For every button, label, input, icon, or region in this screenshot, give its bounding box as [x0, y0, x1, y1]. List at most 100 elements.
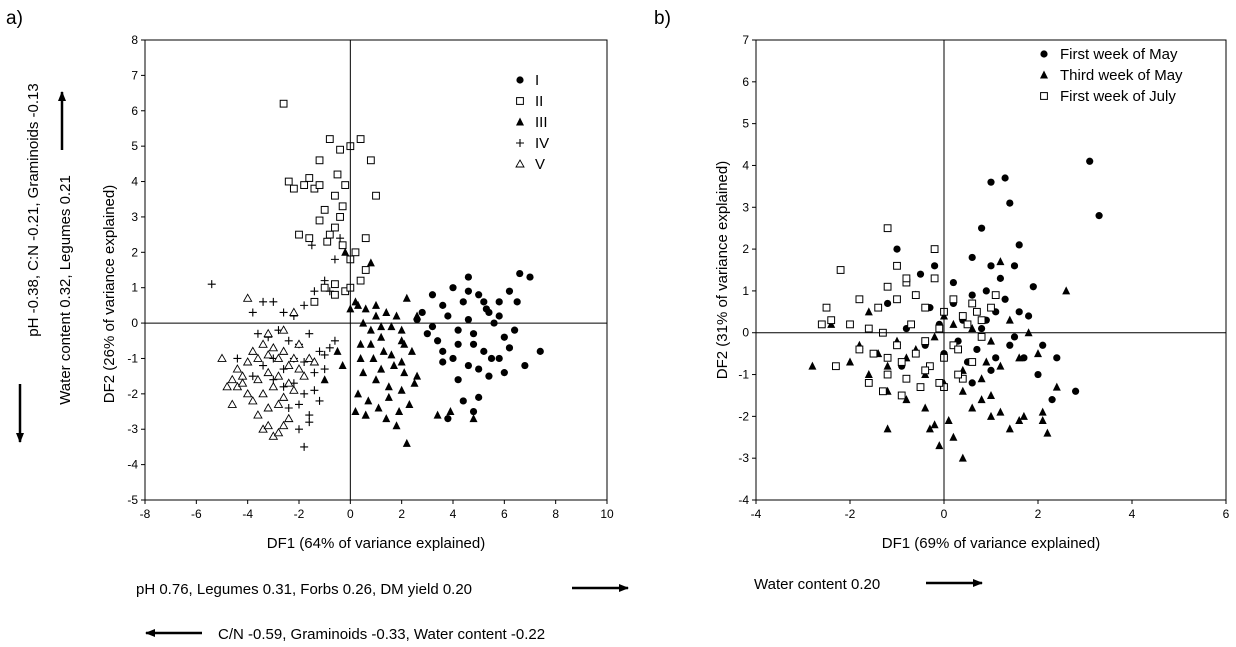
- panel-a-x-negative-loadings: C/N -0.59, Graminoids -0.33, Water conte…: [218, 626, 545, 643]
- data-point: [395, 407, 404, 416]
- data-point: [846, 320, 854, 329]
- data-point: [987, 390, 995, 399]
- data-point: [402, 438, 411, 447]
- data-point: [315, 396, 324, 405]
- legend-label: III: [535, 114, 548, 131]
- legend-label: V: [535, 156, 545, 173]
- data-point: [480, 347, 488, 355]
- y-tick-label: 2: [131, 245, 138, 259]
- panel-b-plot-frame: [755, 39, 1227, 501]
- y-tick-label: -2: [127, 387, 138, 401]
- data-point: [987, 262, 995, 270]
- data-point: [1010, 262, 1019, 270]
- data-point: [310, 297, 319, 306]
- data-point: [475, 291, 483, 299]
- y-tick-label: 1: [742, 284, 749, 298]
- y-tick-label: 3: [131, 210, 138, 224]
- data-point: [351, 407, 360, 416]
- data-point: [356, 276, 365, 285]
- data-point: [289, 307, 299, 316]
- data-point: [968, 253, 976, 262]
- data-point: [273, 427, 284, 437]
- data-point: [495, 312, 503, 320]
- data-point: [336, 145, 344, 154]
- data-point: [366, 339, 375, 348]
- data-point: [364, 396, 373, 405]
- x-tick-label: -4: [751, 507, 762, 521]
- data-point: [434, 337, 442, 345]
- data-point: [883, 224, 892, 233]
- data-point: [263, 328, 273, 338]
- data-point: [921, 366, 930, 375]
- legend-marker: [516, 76, 524, 84]
- data-point: [982, 357, 991, 366]
- data-point: [222, 381, 232, 391]
- x-tick-label: 8: [552, 507, 559, 521]
- data-point: [233, 354, 242, 363]
- y-tick-label: 7: [742, 33, 749, 47]
- legend-label: First week of July: [1060, 88, 1176, 105]
- y-tick-label: 3: [742, 200, 749, 214]
- data-point: [278, 325, 289, 334]
- data-point: [354, 300, 363, 309]
- data-point: [495, 298, 503, 306]
- data-point: [475, 365, 483, 373]
- data-point: [1039, 341, 1047, 349]
- data-point: [279, 99, 288, 108]
- data-point: [351, 248, 360, 257]
- y-tick-label: -1: [127, 351, 138, 365]
- data-point: [480, 298, 488, 306]
- data-point: [310, 368, 319, 377]
- data-point: [958, 453, 967, 462]
- data-point: [382, 307, 391, 316]
- y-tick-label: -4: [738, 493, 749, 507]
- data-point: [283, 413, 294, 423]
- y-tick-label: 6: [131, 104, 138, 118]
- legend-marker: [1040, 50, 1048, 58]
- data-point: [263, 350, 273, 359]
- legend-marker: [516, 117, 524, 126]
- data-point: [366, 325, 375, 334]
- y-tick-label: -5: [127, 493, 138, 507]
- data-point: [1034, 370, 1042, 379]
- data-point: [921, 403, 930, 412]
- data-point: [366, 258, 375, 267]
- data-point: [454, 326, 462, 334]
- data-point: [893, 245, 901, 253]
- data-point: [268, 381, 279, 391]
- data-point: [954, 370, 963, 379]
- data-point: [921, 337, 930, 345]
- legend-marker: [516, 97, 524, 105]
- data-point: [893, 341, 901, 350]
- data-point: [935, 379, 944, 387]
- data-point: [987, 178, 995, 186]
- data-point: [217, 353, 227, 362]
- data-point: [954, 345, 963, 354]
- data-point: [1048, 396, 1056, 404]
- panel-b-x-positive-loadings: Water content 0.20: [754, 576, 880, 593]
- data-point: [392, 311, 401, 320]
- data-point: [400, 339, 409, 348]
- data-point: [495, 354, 503, 363]
- data-point: [459, 298, 467, 306]
- data-point: [996, 274, 1005, 282]
- data-point: [300, 301, 309, 310]
- data-point: [331, 223, 339, 232]
- data-point: [361, 410, 370, 419]
- y-tick-label: 4: [131, 175, 138, 189]
- data-point: [418, 308, 426, 317]
- data-point: [930, 274, 939, 283]
- data-point: [320, 365, 329, 374]
- data-point: [977, 374, 986, 383]
- data-point: [1001, 295, 1009, 303]
- data-point: [1015, 308, 1023, 316]
- data-point: [310, 386, 319, 395]
- data-point: [331, 290, 339, 299]
- data-point: [354, 389, 363, 398]
- data-point: [926, 362, 934, 371]
- data-point: [475, 393, 483, 401]
- data-point: [269, 297, 278, 306]
- data-point: [1001, 174, 1009, 182]
- panel-a-y-loadings-line2: Water content 0.32, Legumes 0.21: [57, 175, 74, 405]
